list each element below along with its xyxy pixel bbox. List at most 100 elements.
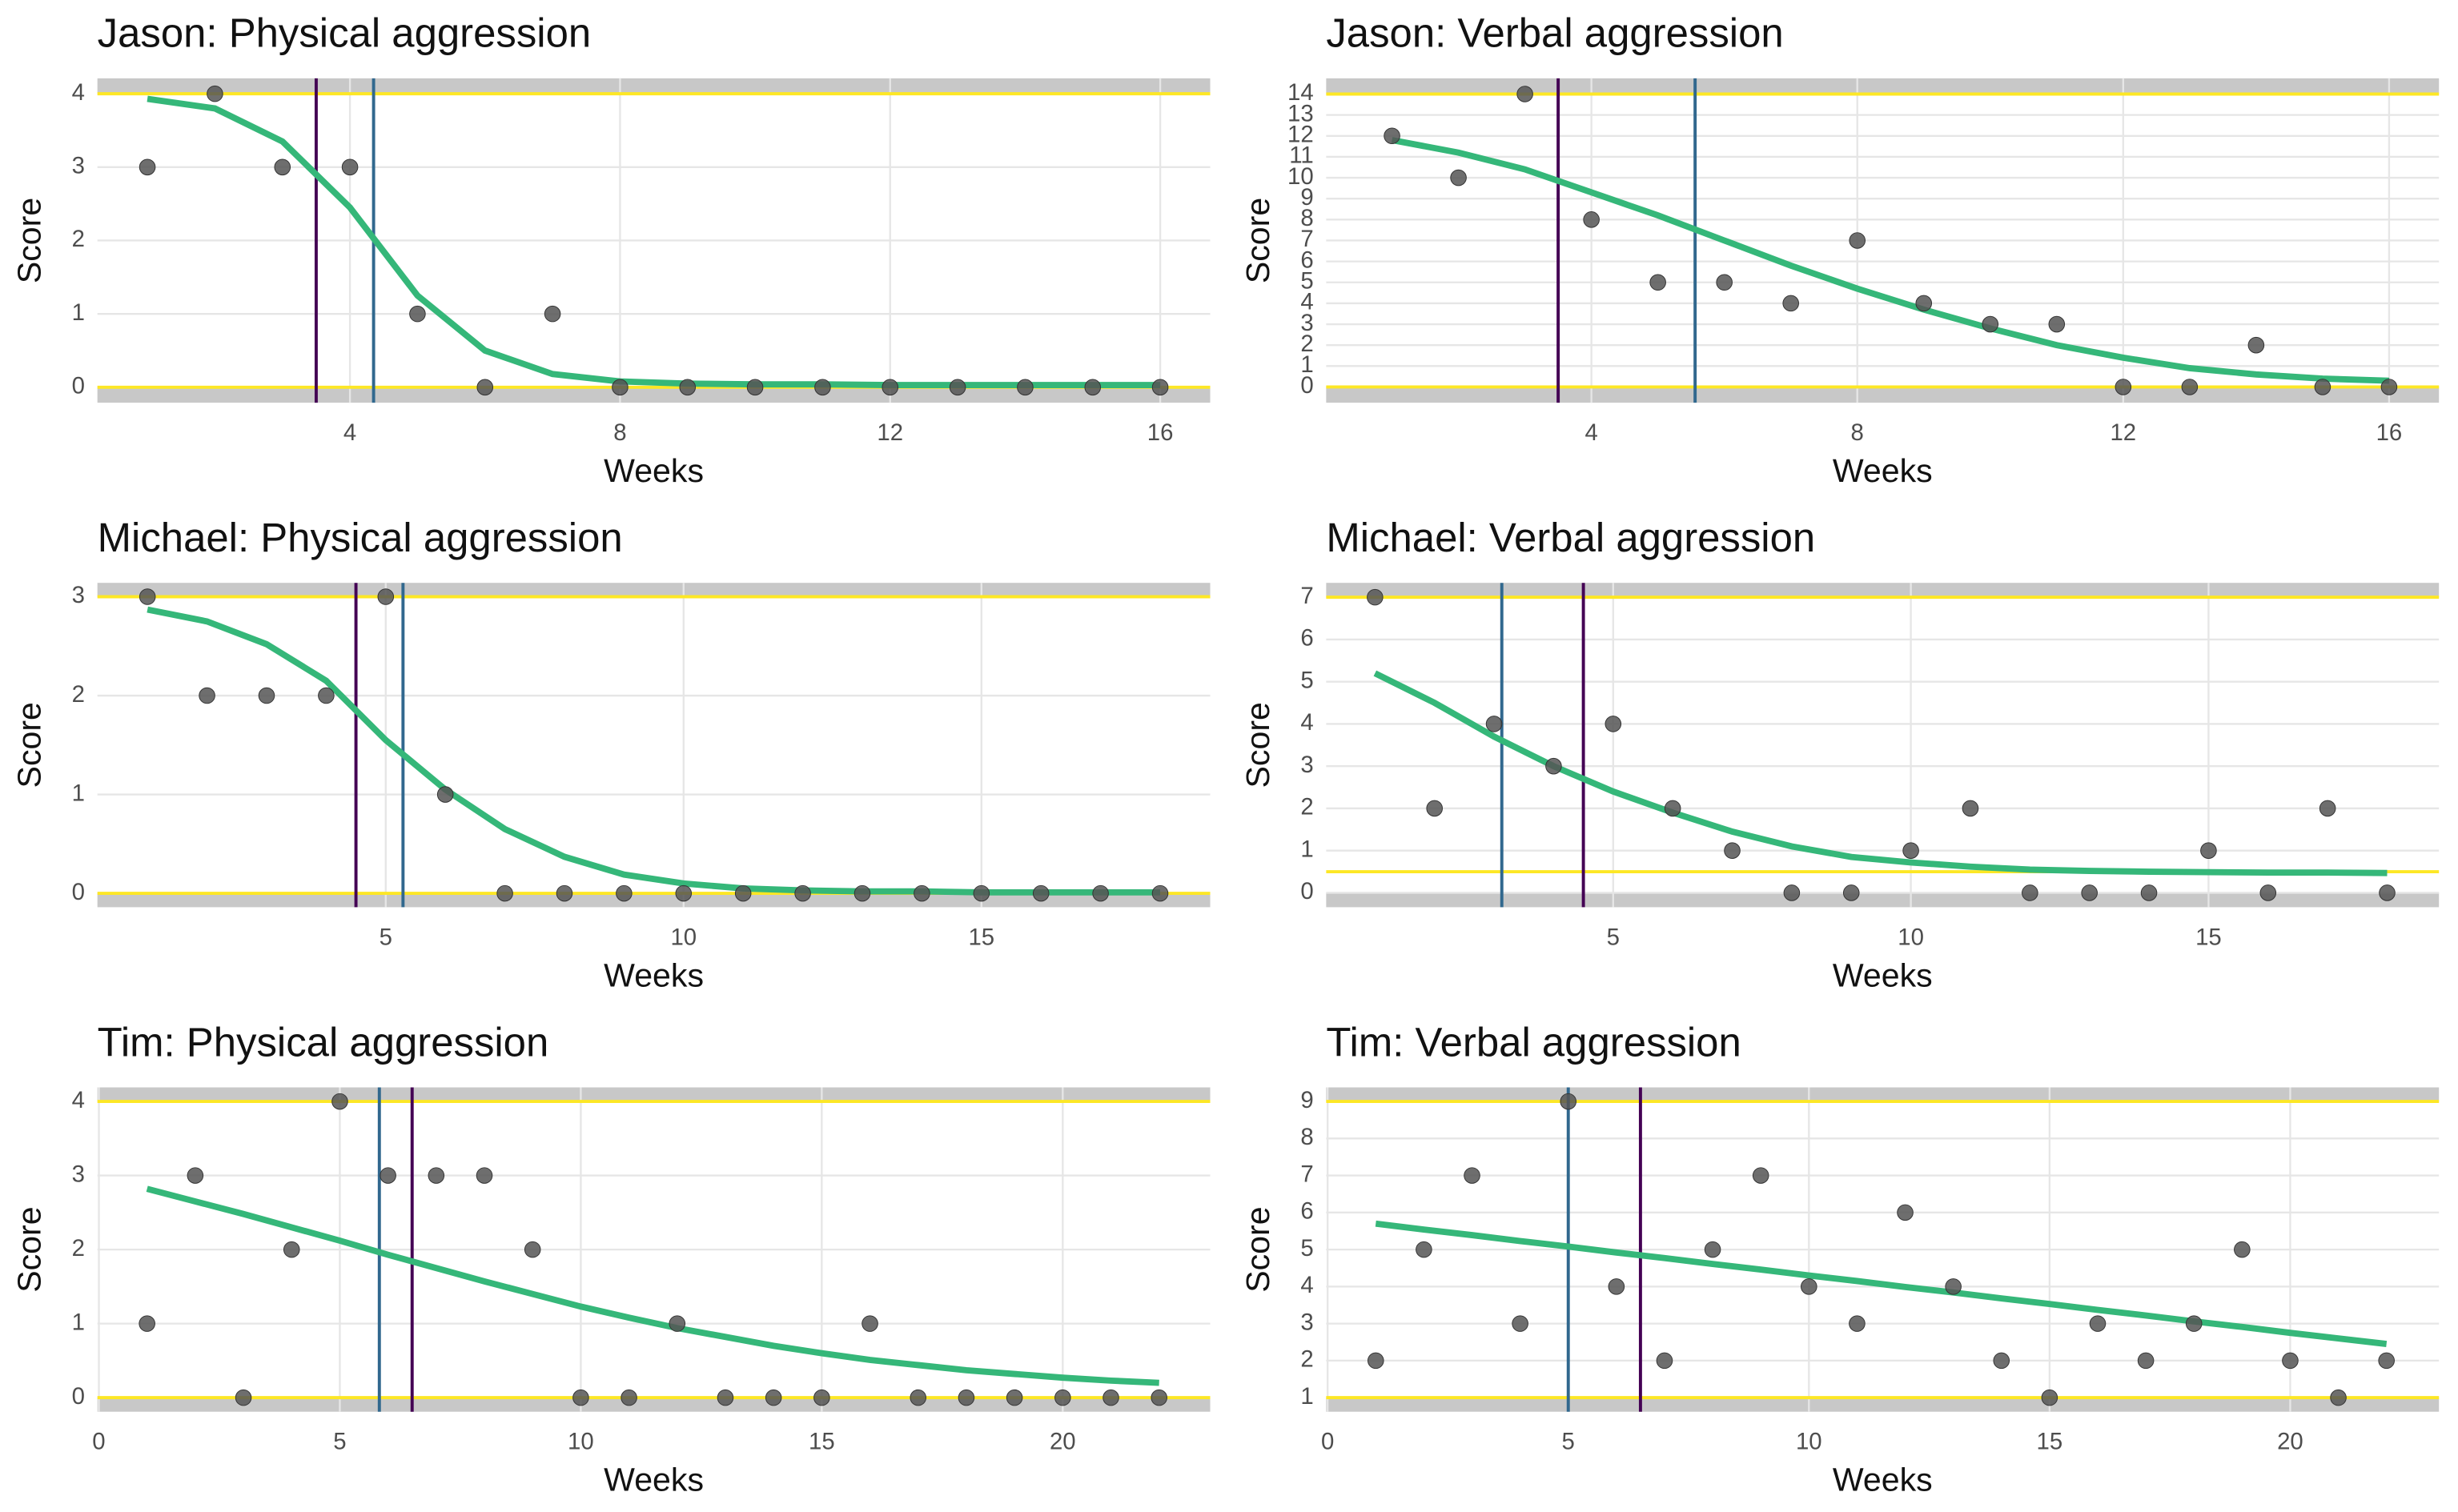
data-point [524, 1241, 541, 1258]
data-point [187, 1167, 204, 1184]
limit-band [97, 387, 1211, 403]
data-point [2378, 1352, 2395, 1370]
data-point [2081, 884, 2098, 901]
data-point [1902, 842, 1919, 859]
x-tick-label: 12 [877, 419, 903, 446]
data-point [675, 884, 693, 902]
data-point [139, 1315, 155, 1332]
data-point [1054, 1389, 1071, 1406]
data-point [139, 158, 156, 176]
y-axis-label: Score [10, 702, 47, 788]
limit-band [1326, 892, 2440, 908]
data-point [2089, 1315, 2107, 1332]
data-point [2140, 884, 2158, 901]
data-point [612, 379, 629, 396]
x-tick-label: 5 [380, 924, 392, 950]
data-point [274, 158, 291, 176]
limit-band [97, 583, 1211, 597]
y-tick-label: 4 [1300, 709, 1313, 736]
data-point [1464, 1167, 1480, 1184]
data-point [331, 1093, 348, 1110]
data-point [1962, 800, 1979, 817]
y-tick-label: 6 [1300, 625, 1313, 652]
data-point [1367, 588, 1384, 606]
x-tick-label: 5 [333, 1429, 346, 1455]
data-point [1368, 1352, 1384, 1370]
data-point [1102, 1389, 1119, 1406]
x-axis-label: Weeks [1833, 452, 1933, 489]
data-point [1801, 1278, 1817, 1295]
y-tick-label: 0 [1300, 372, 1313, 399]
fit-line [146, 1185, 1159, 1386]
x-axis-label: Weeks [1833, 1462, 1933, 1498]
data-point [1605, 716, 1622, 732]
data-point [1945, 1278, 1962, 1295]
limit-band [97, 893, 1211, 908]
data-point [794, 884, 811, 902]
data-point [1151, 1389, 1167, 1406]
x-tick-label: 0 [92, 1429, 105, 1455]
limit-band [1326, 387, 2440, 403]
data-point [1151, 884, 1169, 902]
y-axis-label: Score [10, 198, 47, 283]
data-point [616, 884, 633, 902]
data-point [476, 1167, 493, 1184]
y-tick-label: 4 [1300, 1272, 1313, 1298]
data-point [572, 1389, 589, 1406]
data-point [199, 687, 215, 704]
data-point [1993, 1352, 2010, 1370]
data-point [1752, 1167, 1769, 1184]
data-point [914, 884, 930, 902]
data-point [1032, 884, 1050, 902]
panel-title: Tim: Verbal aggression [1326, 1019, 1741, 1065]
y-tick-label: 0 [72, 373, 85, 399]
y-tick-label: 2 [72, 681, 85, 708]
y-tick-label: 1 [1300, 1383, 1313, 1410]
data-point [669, 1315, 686, 1332]
data-point [1017, 379, 1034, 396]
data-point [476, 379, 494, 396]
y-tick-label: 7 [1300, 1161, 1313, 1187]
y-tick-label: 6 [1300, 247, 1313, 273]
fit-line [1391, 137, 2390, 384]
data-point [1092, 884, 1109, 902]
data-point [734, 884, 752, 902]
y-tick-label: 7 [1300, 226, 1313, 252]
data-point [862, 1315, 878, 1332]
data-point [1608, 1278, 1625, 1295]
data-point [496, 884, 513, 902]
y-tick-label: 13 [1287, 100, 1314, 126]
data-point [1849, 232, 1866, 249]
data-point [258, 687, 275, 704]
fit-line [147, 95, 1161, 388]
data-point [283, 1241, 300, 1258]
data-point [1545, 757, 1562, 775]
fit-line [1373, 670, 2388, 876]
y-tick-label: 3 [72, 153, 85, 179]
x-axis-label: Weeks [604, 957, 704, 993]
panel-title: Michael: Verbal aggression [1326, 515, 1815, 560]
data-point [428, 1167, 445, 1184]
x-tick-label: 8 [1851, 419, 1864, 446]
data-point [1849, 1315, 1866, 1332]
y-tick-label: 3 [1300, 752, 1313, 778]
data-point [2379, 884, 2396, 901]
data-point [1842, 884, 1860, 901]
x-tick-label: 15 [2037, 1429, 2063, 1455]
panel-title: Michael: Physical aggression [98, 515, 623, 560]
data-point [207, 85, 223, 102]
x-tick-label: 4 [343, 419, 356, 446]
y-axis-label: Score [1239, 198, 1276, 283]
data-point [1151, 379, 1169, 396]
data-point [377, 588, 395, 605]
data-point [949, 379, 966, 396]
x-tick-label: 15 [968, 924, 994, 950]
data-point [2048, 315, 2066, 333]
data-point [2380, 379, 2398, 395]
limit-band [1326, 1398, 2440, 1412]
data-point [1416, 1241, 1432, 1258]
data-point [2137, 1352, 2155, 1370]
y-tick-label: 5 [1300, 1235, 1313, 1261]
data-point [436, 786, 454, 803]
data-point [2282, 1352, 2299, 1370]
